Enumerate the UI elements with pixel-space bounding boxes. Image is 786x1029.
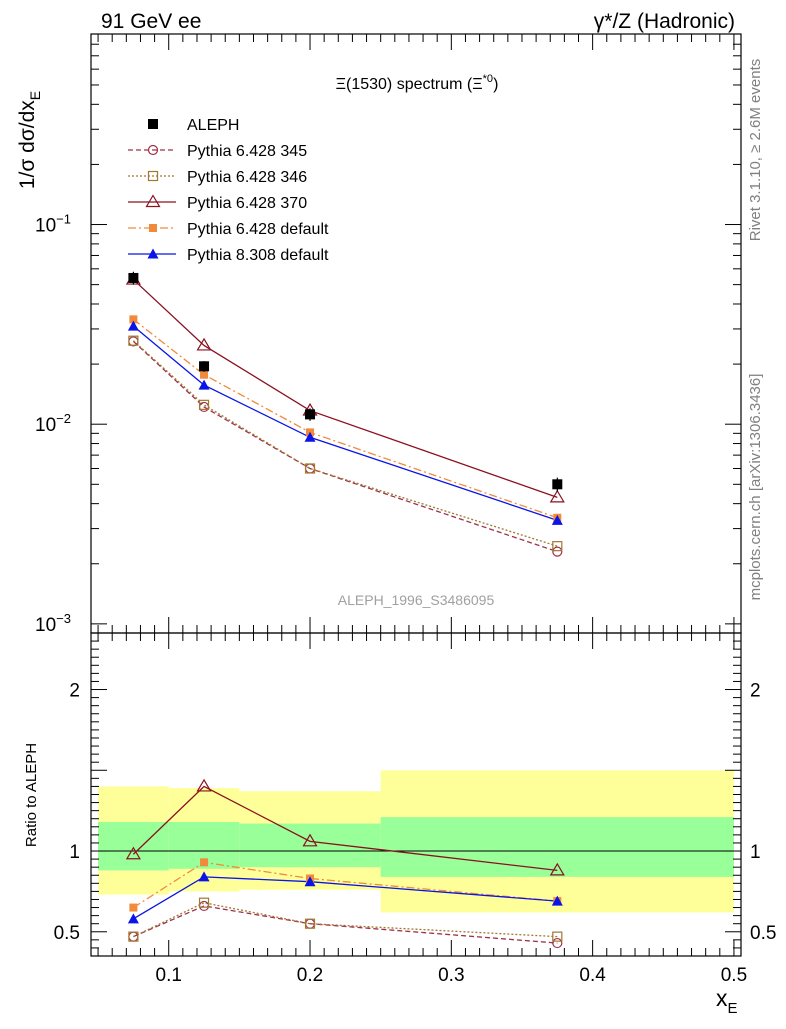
legend-label-1: Pythia 6.428 345 (187, 143, 307, 160)
legend-label-0: ALEPH (187, 117, 239, 134)
legend-marker-2 (147, 170, 159, 182)
main-series-2-point-1 (196, 337, 212, 351)
main-ytick-label-0: 10−1 (35, 212, 71, 237)
ratio-xlabel-sub: E (728, 1000, 738, 1017)
chart-title: Ξ(1530) spectrum (Ξ*0) (336, 73, 499, 93)
legend-marker-0 (148, 119, 158, 129)
ratio-series-1-point-1 (198, 897, 210, 908)
ratio-xtick-label-2: 0.3 (438, 965, 464, 986)
legend-marker-5 (147, 248, 159, 259)
legend-label-5: Pythia 8.308 default (187, 247, 329, 264)
ratio-series-0-point-3 (552, 937, 563, 949)
ratio-series-2-point-0 (125, 846, 141, 860)
ratio-xlabel-main: x (716, 985, 728, 1011)
chart-title-sup: *0 (483, 73, 493, 85)
rivet-label: Rivet 3.1.10, ≥ 2.6M events (747, 59, 764, 242)
main-series-line-0 (132, 340, 558, 553)
main-ytick-exp-2: −3 (56, 611, 71, 626)
main-ytick-base-0: 10 (35, 216, 56, 237)
ratio-series-line-4 (133, 876, 558, 920)
header-right-label: γ*/Z (Hadronic) (594, 10, 735, 33)
ratio-series-2-point-2 (302, 833, 318, 847)
data-point-2 (305, 409, 316, 420)
data-point-1 (199, 361, 210, 372)
ratio-series-line-1 (133, 902, 558, 938)
ratio-series-4-point-1 (198, 871, 210, 882)
ratio-ytick-label-right-1: 1 (750, 842, 761, 863)
ratio-ytick-label-left-2: 2 (69, 681, 80, 702)
main-ytick-base-1: 10 (35, 415, 56, 436)
ratio-xtick-label-4: 0.5 (721, 965, 747, 986)
ratio-xlabel: xE (716, 985, 738, 1017)
data-point-0 (128, 272, 139, 283)
ratio-series-line-2 (132, 785, 558, 872)
main-series-line-4 (132, 325, 558, 521)
legend-marker-3 (145, 194, 161, 208)
ratio-xtick-label-1: 0.2 (297, 965, 323, 986)
main-series-4-point-3 (551, 514, 563, 525)
analysis-watermark: ALEPH_1996_S3486095 (338, 592, 495, 608)
axis-ticks: 10−110−210−30.1 0.2 0.3 0.4 0.50.5 0.51 12 2 (35, 33, 776, 986)
main-series-line-1 (132, 340, 558, 547)
main-ylabel: 1/σ dσ/dxE (16, 91, 43, 189)
main-ytick-base-2: 10 (35, 615, 56, 636)
main-ytick-exp-0: −1 (56, 212, 71, 227)
main-series-4-point-0 (127, 320, 139, 331)
mcplots-label: mcplots.cern.ch [arXiv:1306.3436] (747, 374, 764, 601)
main-panel (125, 271, 565, 557)
main-ylabel-sub: E (27, 91, 43, 100)
main-series-line-3 (132, 318, 558, 519)
main-series-1-point-2 (304, 463, 316, 474)
ratio-ytick-label-left-1: 1 (69, 842, 80, 863)
ratio-bands (91, 770, 741, 913)
ratio-series-1-point-2 (304, 918, 316, 929)
legend-label-3: Pythia 6.428 370 (187, 195, 307, 212)
ratio-ytick-label-left-0: 0.5 (54, 923, 80, 944)
ratio-series-4-point-0 (127, 913, 139, 924)
main-series-line-2 (132, 279, 558, 498)
main-series-1-point-0 (128, 335, 139, 346)
legend-label-4: Pythia 6.428 default (187, 221, 329, 238)
legend-marker-4 (149, 224, 157, 232)
main-ytick-label-2: 10−3 (35, 611, 71, 636)
ratio-series-2-point-1 (196, 778, 212, 792)
main-ytick-exp-1: −2 (56, 411, 71, 426)
main-series-1-point-3 (552, 541, 563, 552)
legend: ALEPH Pythia 6.428 345 Pythia 6.428 346 Pyt… (128, 117, 329, 264)
ratio-band-stat-0 (98, 821, 169, 871)
ratio-series-3-point-1 (200, 858, 209, 867)
ratio-series-2-point-3 (549, 862, 565, 876)
main-series-1-point-1 (198, 399, 210, 410)
main-series-2-point-3 (549, 489, 565, 503)
ratio-ytick-label-right-0: 0.5 (750, 923, 776, 944)
header-left-label: 91 GeV ee (101, 10, 201, 33)
ratio-xtick-label-3: 0.4 (579, 965, 606, 986)
legend-label-2: Pythia 6.428 346 (187, 169, 307, 186)
main-ylabel-main: 1/σ dσ/dx (16, 100, 39, 189)
ratio-xtick-label-0: 0.1 (156, 965, 182, 986)
ratio-series-4-point-2 (304, 876, 316, 887)
main-series-3-point-1 (200, 370, 209, 379)
ratio-panel (125, 778, 565, 949)
main-series-4-point-2 (304, 431, 316, 442)
chart-title-close: ) (493, 76, 498, 93)
data-point-3 (552, 479, 563, 490)
main-ytick-label-1: 10−2 (35, 411, 71, 436)
ratio-series-3-point-0 (129, 903, 138, 912)
main-series-3-point-0 (129, 315, 138, 324)
ratio-series-line-3 (133, 861, 558, 909)
main-series-0-point-3 (552, 546, 563, 557)
ratio-band-stat-3 (380, 817, 734, 877)
ratio-series-4-point-3 (551, 895, 563, 906)
ratio-series-line-0 (133, 905, 558, 944)
main-series-4-point-1 (198, 379, 210, 390)
legend-marker-1 (147, 144, 159, 156)
chart-title-main: Ξ(1530) spectrum (Ξ (336, 76, 483, 93)
ratio-ylabel: Ratio to ALEPH (23, 743, 40, 847)
ratio-series-1-point-3 (552, 931, 563, 942)
ratio-series-1-point-0 (128, 931, 139, 942)
ratio-ytick-label-right-2: 2 (750, 681, 761, 702)
